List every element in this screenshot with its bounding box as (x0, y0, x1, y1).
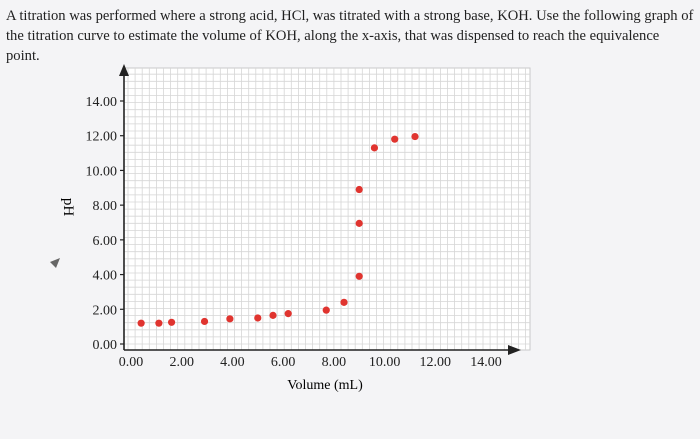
data-point (284, 310, 292, 318)
cursor-arrow-icon (50, 258, 60, 268)
data-point (254, 314, 262, 322)
y-tick-label: 8.00 (93, 199, 118, 214)
x-tick-label: 14.00 (470, 355, 502, 370)
x-tick-label: 0.00 (119, 355, 144, 370)
x-tick-label: 10.00 (369, 355, 401, 370)
axes (119, 64, 521, 355)
y-axis-label: pH (60, 198, 76, 217)
y-tick-label: 4.00 (93, 269, 118, 284)
data-point (355, 185, 363, 194)
y-axis-arrow-icon (119, 64, 129, 76)
data-point (137, 319, 145, 327)
y-tick-label: 0.00 (93, 338, 118, 353)
y-tick-label: 14.00 (86, 95, 118, 110)
x-tick-label: 12.00 (420, 355, 452, 370)
question-text: A titration was performed where a strong… (6, 8, 694, 64)
data-point (226, 315, 234, 323)
x-axis-label: Volume (mL) (287, 378, 363, 393)
data-point (322, 306, 330, 314)
grid (123, 67, 531, 351)
data-points (137, 132, 419, 327)
x-tick-label: 2.00 (169, 355, 194, 370)
x-tick-label: 8.00 (322, 355, 347, 370)
data-point (269, 311, 277, 319)
y-tick-label: 2.00 (93, 303, 118, 318)
data-point (411, 132, 419, 141)
data-point (355, 272, 363, 280)
y-tick-label: 10.00 (86, 164, 118, 179)
data-point (155, 319, 163, 327)
data-point (167, 318, 176, 326)
x-axis-arrow-icon (508, 345, 521, 355)
x-tick-label: 4.00 (220, 355, 245, 370)
x-tick-label: 6.00 (271, 355, 296, 370)
data-point (200, 317, 209, 326)
data-point (391, 135, 399, 143)
data-point (340, 298, 348, 306)
data-point (355, 219, 363, 227)
y-tick-label: 12.00 (86, 130, 118, 145)
data-point (370, 144, 379, 152)
tick-labels: 0.00 2.00 4.00 6.00 8.00 10.00 12.00 14.00 0.00 2… (86, 95, 502, 370)
y-tick-label: 6.00 (93, 234, 118, 249)
